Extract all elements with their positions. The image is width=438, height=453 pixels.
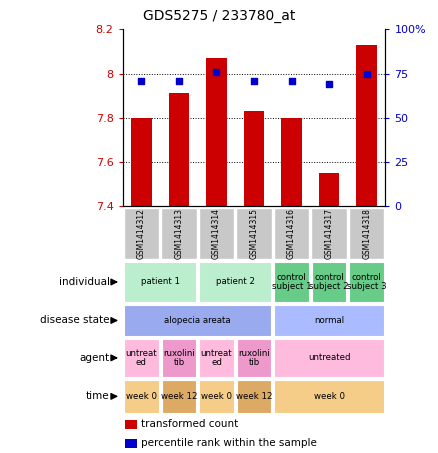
Bar [124,305,271,336]
Bar [244,111,265,206]
Text: ruxolini
tib: ruxolini tib [163,348,195,367]
Bar [124,262,196,302]
Text: GSM1414318: GSM1414318 [362,208,371,259]
Point [325,81,332,88]
Text: patient 2: patient 2 [216,278,255,286]
Bar [199,380,234,413]
Bar [274,380,384,413]
Point [138,77,145,84]
Bar [274,208,309,259]
Text: week 0: week 0 [126,392,157,401]
Bar [199,208,234,259]
Bar [125,419,137,429]
Bar [237,208,272,259]
Text: disease state: disease state [40,315,110,326]
Text: week 0: week 0 [314,392,345,401]
Text: week 0: week 0 [201,392,232,401]
Text: week 12: week 12 [236,392,272,401]
Text: transformed count: transformed count [141,419,238,429]
Text: alopecia areata: alopecia areata [164,316,231,325]
Text: GSM1414313: GSM1414313 [174,208,184,259]
Text: percentile rank within the sample: percentile rank within the sample [141,439,317,448]
Bar [274,339,384,376]
Text: untreated: untreated [308,353,350,362]
Bar [206,58,227,206]
Bar [319,173,339,206]
Text: normal: normal [314,316,344,325]
Bar [131,118,152,206]
Bar [125,439,137,448]
Text: GDS5275 / 233780_at: GDS5275 / 233780_at [143,9,295,23]
Bar [349,208,384,259]
Point [176,77,183,84]
Text: patient 1: patient 1 [141,278,180,286]
Text: GSM1414314: GSM1414314 [212,208,221,259]
Bar [237,339,271,376]
Text: control
subject 2: control subject 2 [309,273,349,291]
Bar [274,305,384,336]
Bar [161,208,197,259]
Bar [237,380,271,413]
Bar [357,45,377,206]
Bar [124,339,159,376]
Text: GSM1414315: GSM1414315 [250,208,258,259]
Point [363,70,370,77]
Text: week 12: week 12 [161,392,197,401]
Point [288,77,295,84]
Text: untreat
ed: untreat ed [126,348,157,367]
Bar [124,208,159,259]
Text: GSM1414316: GSM1414316 [287,208,296,259]
Text: agent: agent [79,353,110,363]
Point [213,68,220,76]
Text: untreat
ed: untreat ed [201,348,232,367]
Text: control
subject 1: control subject 1 [272,273,311,291]
Bar [312,262,346,302]
Text: time: time [86,391,110,401]
Text: ruxolini
tib: ruxolini tib [238,348,270,367]
Bar [350,262,384,302]
Text: individual: individual [59,277,110,287]
Bar [281,118,302,206]
Bar [162,339,196,376]
Text: GSM1414317: GSM1414317 [325,208,334,259]
Bar [199,339,234,376]
Bar [124,380,159,413]
Point [251,77,258,84]
Text: GSM1414312: GSM1414312 [137,208,146,259]
Bar [162,380,196,413]
Bar [169,93,189,206]
Bar [274,262,309,302]
Bar [199,262,271,302]
Bar [311,208,347,259]
Text: control
subject 3: control subject 3 [347,273,386,291]
